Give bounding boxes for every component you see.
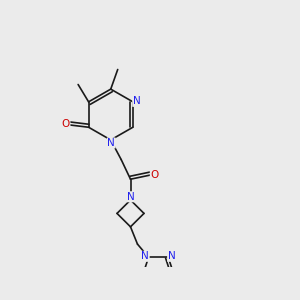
Text: N: N <box>141 251 149 261</box>
Text: O: O <box>150 169 159 180</box>
Text: O: O <box>62 119 70 130</box>
Text: N: N <box>107 138 115 148</box>
Text: N: N <box>127 192 135 202</box>
Text: N: N <box>168 251 176 261</box>
Text: N: N <box>133 96 140 106</box>
